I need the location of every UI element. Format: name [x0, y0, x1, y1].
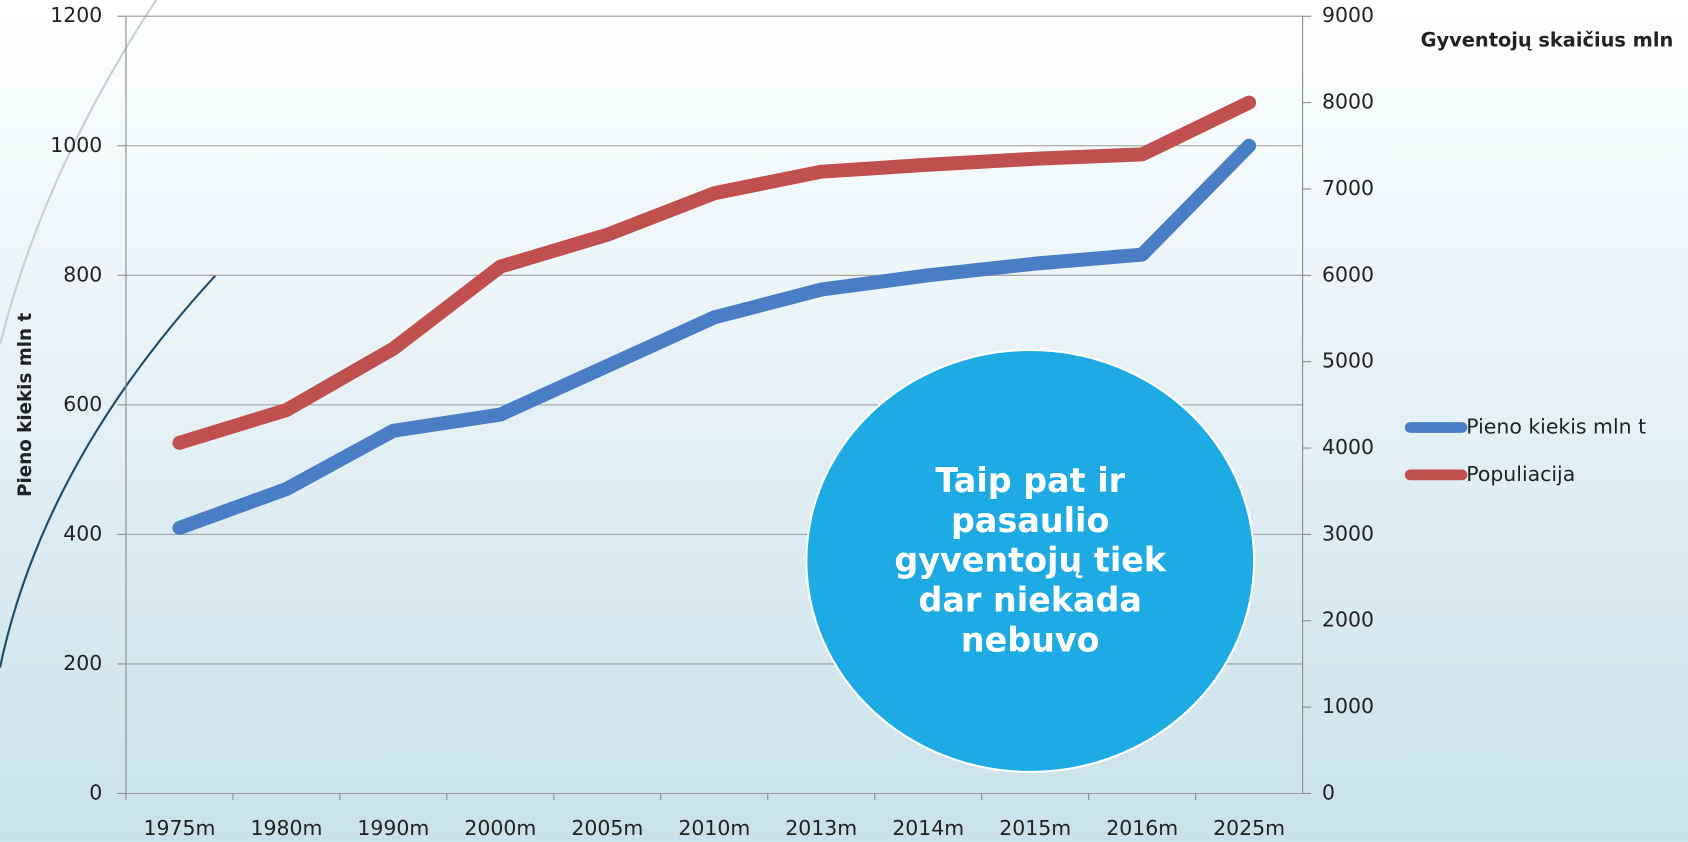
decor-arc [0, 0, 157, 345]
y2-axis-label: Gyventojų skaičius mln [1421, 28, 1674, 51]
y2-tick-label: 9000 [1322, 3, 1374, 27]
y-tick-label: 1000 [50, 133, 102, 157]
legend-label: Pieno kiekis mln t [1466, 414, 1646, 438]
y2-tick-label: 5000 [1322, 349, 1374, 373]
line-series [172, 95, 1257, 450]
y-tick-label: 400 [63, 521, 102, 545]
y2-tick-label: 6000 [1322, 262, 1374, 286]
y2-tick-label: 8000 [1322, 90, 1374, 114]
x-tick-label: 2014m [892, 816, 964, 840]
y-tick-label: 0 [89, 780, 102, 804]
x-tick-label: 2000m [464, 816, 536, 840]
y-tick-label: 200 [63, 651, 102, 675]
x-tick-label: 2013m [785, 816, 857, 840]
x-tick-label: 2015m [999, 816, 1071, 840]
x-tick-label: 2010m [678, 816, 750, 840]
y-tick-label: 600 [63, 392, 102, 416]
legend-label: Populiacija [1466, 462, 1575, 486]
y2-tick-label: 7000 [1322, 176, 1374, 200]
y-tick-label: 800 [63, 262, 102, 286]
x-tick-label: 2025m [1213, 816, 1285, 840]
decor-arc [0, 274, 217, 668]
y2-tick-label: 4000 [1322, 435, 1374, 459]
x-tick-label: 1980m [250, 816, 322, 840]
x-tick-label: 1990m [357, 816, 429, 840]
y2-tick-label: 3000 [1322, 521, 1374, 545]
x-tick-label: 1975m [143, 816, 215, 840]
annotation-box: Taip pat ir pasaulio gyventojų tiek dar … [805, 348, 1256, 774]
y2-tick-label: 1000 [1322, 694, 1374, 718]
y2-tick-label: 0 [1322, 780, 1335, 804]
annotation: Taip pat ir pasaulio gyventojų tiek dar … [894, 461, 1167, 660]
annotation-circle: Taip pat ir pasaulio gyventojų tiek dar … [805, 348, 1256, 774]
y-tick-label: 1200 [50, 3, 102, 27]
x-tick-label: 2016m [1106, 816, 1178, 840]
y-axis-label: Pieno kiekis mln t [15, 313, 36, 497]
x-tick-label: 2005m [571, 816, 643, 840]
line-series [172, 138, 1257, 535]
y2-tick-label: 2000 [1322, 608, 1374, 632]
